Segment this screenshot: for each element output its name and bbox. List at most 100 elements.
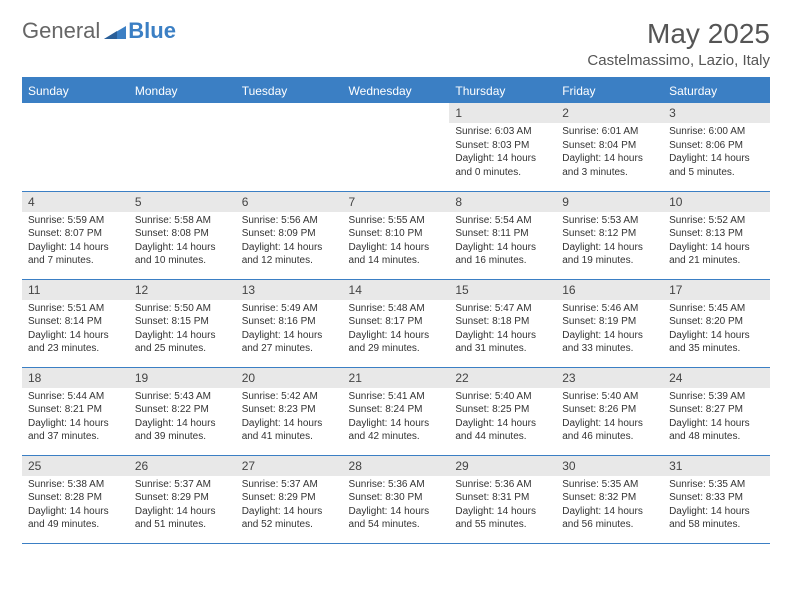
day-number: 12 <box>129 280 236 300</box>
calendar-day-cell: 26Sunrise: 5:37 AMSunset: 8:29 PMDayligh… <box>129 455 236 543</box>
calendar-day-cell: 9Sunrise: 5:53 AMSunset: 8:12 PMDaylight… <box>556 191 663 279</box>
sunrise-text: Sunrise: 5:58 AM <box>135 214 230 228</box>
day-number: 20 <box>236 368 343 388</box>
sunset-text: Sunset: 8:03 PM <box>455 139 550 153</box>
sunset-text: Sunset: 8:32 PM <box>562 491 657 505</box>
day-data: Sunrise: 5:53 AMSunset: 8:12 PMDaylight:… <box>556 212 663 272</box>
calendar-day-cell: 4Sunrise: 5:59 AMSunset: 8:07 PMDaylight… <box>22 191 129 279</box>
calendar-day-cell: 28Sunrise: 5:36 AMSunset: 8:30 PMDayligh… <box>343 455 450 543</box>
calendar-week-row: 1Sunrise: 6:03 AMSunset: 8:03 PMDaylight… <box>22 103 770 191</box>
sunrise-text: Sunrise: 5:56 AM <box>242 214 337 228</box>
header: General Blue May 2025 Castelmassimo, Laz… <box>22 18 770 69</box>
calendar-day-cell: 11Sunrise: 5:51 AMSunset: 8:14 PMDayligh… <box>22 279 129 367</box>
day-data: Sunrise: 5:44 AMSunset: 8:21 PMDaylight:… <box>22 388 129 448</box>
day-number: 21 <box>343 368 450 388</box>
daylight-text: Daylight: 14 hours and 51 minutes. <box>135 505 230 532</box>
sunset-text: Sunset: 8:18 PM <box>455 315 550 329</box>
calendar-day-cell: 27Sunrise: 5:37 AMSunset: 8:29 PMDayligh… <box>236 455 343 543</box>
logo: General Blue <box>22 18 176 44</box>
weekday-header: Thursday <box>449 78 556 103</box>
day-data: Sunrise: 5:39 AMSunset: 8:27 PMDaylight:… <box>663 388 770 448</box>
sunset-text: Sunset: 8:20 PM <box>669 315 764 329</box>
sunset-text: Sunset: 8:23 PM <box>242 403 337 417</box>
sunrise-text: Sunrise: 5:49 AM <box>242 302 337 316</box>
daylight-text: Daylight: 14 hours and 35 minutes. <box>669 329 764 356</box>
day-data: Sunrise: 5:43 AMSunset: 8:22 PMDaylight:… <box>129 388 236 448</box>
daylight-text: Daylight: 14 hours and 48 minutes. <box>669 417 764 444</box>
sunset-text: Sunset: 8:13 PM <box>669 227 764 241</box>
sunset-text: Sunset: 8:04 PM <box>562 139 657 153</box>
sunrise-text: Sunrise: 5:44 AM <box>28 390 123 404</box>
day-data: Sunrise: 5:48 AMSunset: 8:17 PMDaylight:… <box>343 300 450 360</box>
sunrise-text: Sunrise: 6:01 AM <box>562 125 657 139</box>
calendar-day-cell: 10Sunrise: 5:52 AMSunset: 8:13 PMDayligh… <box>663 191 770 279</box>
day-data: Sunrise: 5:37 AMSunset: 8:29 PMDaylight:… <box>129 476 236 536</box>
calendar-day-cell: 31Sunrise: 5:35 AMSunset: 8:33 PMDayligh… <box>663 455 770 543</box>
sunset-text: Sunset: 8:21 PM <box>28 403 123 417</box>
daylight-text: Daylight: 14 hours and 0 minutes. <box>455 152 550 179</box>
logo-text-blue: Blue <box>128 18 176 44</box>
day-data: Sunrise: 5:46 AMSunset: 8:19 PMDaylight:… <box>556 300 663 360</box>
calendar-day-cell: 22Sunrise: 5:40 AMSunset: 8:25 PMDayligh… <box>449 367 556 455</box>
calendar-day-cell: 3Sunrise: 6:00 AMSunset: 8:06 PMDaylight… <box>663 103 770 191</box>
logo-triangle-icon <box>104 23 126 39</box>
day-data: Sunrise: 5:35 AMSunset: 8:32 PMDaylight:… <box>556 476 663 536</box>
daylight-text: Daylight: 14 hours and 23 minutes. <box>28 329 123 356</box>
day-number: 15 <box>449 280 556 300</box>
day-number: 24 <box>663 368 770 388</box>
sunrise-text: Sunrise: 5:42 AM <box>242 390 337 404</box>
sunset-text: Sunset: 8:06 PM <box>669 139 764 153</box>
daylight-text: Daylight: 14 hours and 52 minutes. <box>242 505 337 532</box>
daylight-text: Daylight: 14 hours and 10 minutes. <box>135 241 230 268</box>
sunset-text: Sunset: 8:15 PM <box>135 315 230 329</box>
daylight-text: Daylight: 14 hours and 25 minutes. <box>135 329 230 356</box>
sunset-text: Sunset: 8:14 PM <box>28 315 123 329</box>
day-number: 18 <box>22 368 129 388</box>
sunrise-text: Sunrise: 5:35 AM <box>669 478 764 492</box>
day-number: 9 <box>556 192 663 212</box>
day-number: 29 <box>449 456 556 476</box>
daylight-text: Daylight: 14 hours and 29 minutes. <box>349 329 444 356</box>
daylight-text: Daylight: 14 hours and 41 minutes. <box>242 417 337 444</box>
day-number: 1 <box>449 103 556 123</box>
day-data: Sunrise: 5:52 AMSunset: 8:13 PMDaylight:… <box>663 212 770 272</box>
sunset-text: Sunset: 8:12 PM <box>562 227 657 241</box>
calendar-day-cell: 18Sunrise: 5:44 AMSunset: 8:21 PMDayligh… <box>22 367 129 455</box>
daylight-text: Daylight: 14 hours and 46 minutes. <box>562 417 657 444</box>
day-number: 16 <box>556 280 663 300</box>
sunrise-text: Sunrise: 5:53 AM <box>562 214 657 228</box>
calendar-day-cell: 29Sunrise: 5:36 AMSunset: 8:31 PMDayligh… <box>449 455 556 543</box>
logo-text-gray: General <box>22 18 100 44</box>
weekday-header: Tuesday <box>236 78 343 103</box>
sunrise-text: Sunrise: 6:00 AM <box>669 125 764 139</box>
sunrise-text: Sunrise: 5:54 AM <box>455 214 550 228</box>
weekday-header: Sunday <box>22 78 129 103</box>
daylight-text: Daylight: 14 hours and 54 minutes. <box>349 505 444 532</box>
calendar-day-cell: 25Sunrise: 5:38 AMSunset: 8:28 PMDayligh… <box>22 455 129 543</box>
sunset-text: Sunset: 8:25 PM <box>455 403 550 417</box>
sunset-text: Sunset: 8:27 PM <box>669 403 764 417</box>
sunset-text: Sunset: 8:17 PM <box>349 315 444 329</box>
location-label: Castelmassimo, Lazio, Italy <box>587 52 770 69</box>
daylight-text: Daylight: 14 hours and 39 minutes. <box>135 417 230 444</box>
day-number: 22 <box>449 368 556 388</box>
day-number: 31 <box>663 456 770 476</box>
calendar-day-cell <box>22 103 129 191</box>
day-number: 30 <box>556 456 663 476</box>
sunrise-text: Sunrise: 5:45 AM <box>669 302 764 316</box>
sunrise-text: Sunrise: 5:35 AM <box>562 478 657 492</box>
day-data: Sunrise: 6:03 AMSunset: 8:03 PMDaylight:… <box>449 123 556 183</box>
sunset-text: Sunset: 8:08 PM <box>135 227 230 241</box>
calendar-day-cell: 17Sunrise: 5:45 AMSunset: 8:20 PMDayligh… <box>663 279 770 367</box>
daylight-text: Daylight: 14 hours and 3 minutes. <box>562 152 657 179</box>
day-number: 10 <box>663 192 770 212</box>
day-number: 23 <box>556 368 663 388</box>
sunrise-text: Sunrise: 5:55 AM <box>349 214 444 228</box>
sunrise-text: Sunrise: 5:48 AM <box>349 302 444 316</box>
calendar-day-cell: 14Sunrise: 5:48 AMSunset: 8:17 PMDayligh… <box>343 279 450 367</box>
sunrise-text: Sunrise: 5:47 AM <box>455 302 550 316</box>
day-data: Sunrise: 5:38 AMSunset: 8:28 PMDaylight:… <box>22 476 129 536</box>
day-data: Sunrise: 5:47 AMSunset: 8:18 PMDaylight:… <box>449 300 556 360</box>
daylight-text: Daylight: 14 hours and 33 minutes. <box>562 329 657 356</box>
daylight-text: Daylight: 14 hours and 56 minutes. <box>562 505 657 532</box>
